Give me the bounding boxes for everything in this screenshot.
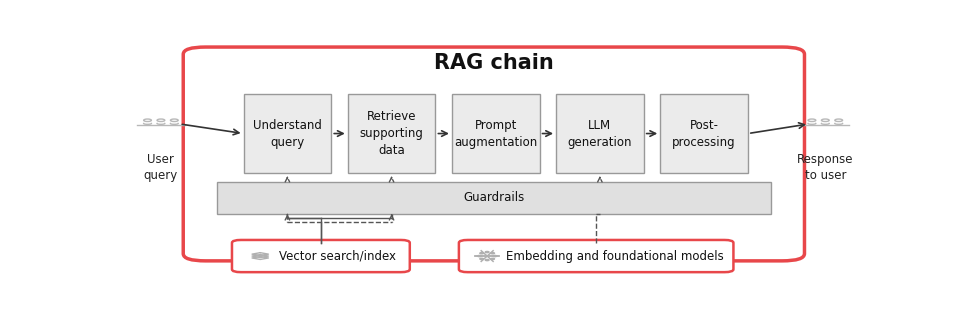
Circle shape bbox=[480, 258, 484, 260]
FancyBboxPatch shape bbox=[459, 240, 733, 272]
Text: Understand
query: Understand query bbox=[253, 119, 322, 149]
Text: Guardrails: Guardrails bbox=[464, 191, 524, 204]
FancyBboxPatch shape bbox=[244, 94, 331, 173]
FancyBboxPatch shape bbox=[348, 94, 436, 173]
Circle shape bbox=[480, 253, 484, 254]
Circle shape bbox=[486, 260, 489, 261]
FancyBboxPatch shape bbox=[556, 94, 644, 173]
Text: Embedding and foundational models: Embedding and foundational models bbox=[506, 250, 724, 263]
FancyBboxPatch shape bbox=[660, 94, 748, 173]
Text: Prompt
augmentation: Prompt augmentation bbox=[454, 119, 538, 149]
Circle shape bbox=[493, 256, 496, 257]
Circle shape bbox=[486, 251, 489, 253]
Text: LLM
generation: LLM generation bbox=[567, 119, 632, 149]
FancyBboxPatch shape bbox=[232, 240, 410, 272]
FancyBboxPatch shape bbox=[183, 47, 804, 261]
FancyBboxPatch shape bbox=[452, 94, 540, 173]
Text: Vector search/index: Vector search/index bbox=[278, 250, 396, 263]
FancyBboxPatch shape bbox=[217, 182, 771, 214]
Text: Retrieve
supporting
data: Retrieve supporting data bbox=[360, 110, 423, 157]
Text: RAG chain: RAG chain bbox=[434, 53, 553, 73]
Text: Response
to user: Response to user bbox=[797, 153, 853, 182]
Text: Post-
processing: Post- processing bbox=[672, 119, 736, 149]
Circle shape bbox=[491, 258, 494, 260]
Circle shape bbox=[491, 253, 494, 254]
Circle shape bbox=[477, 256, 481, 257]
Text: User
query: User query bbox=[144, 153, 178, 182]
